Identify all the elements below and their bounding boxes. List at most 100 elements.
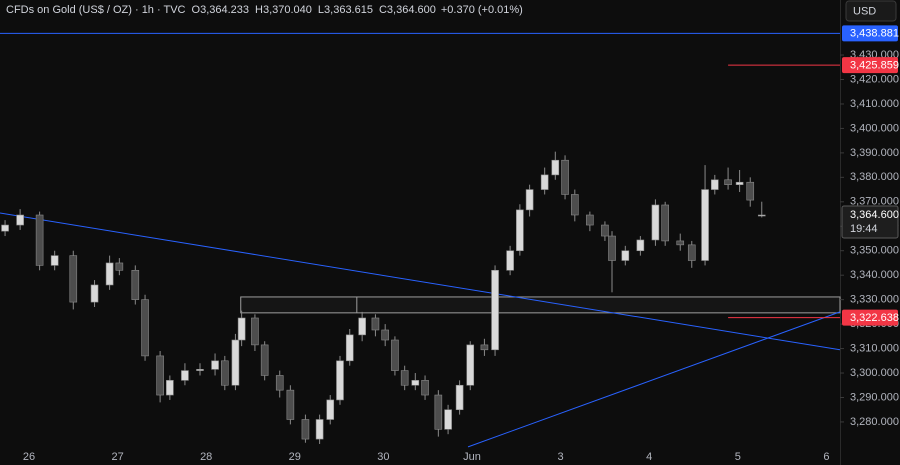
x-tick-label: 6 [823, 451, 829, 463]
candle-body [315, 419, 324, 440]
y-tick-label: 3,310.000 [850, 342, 899, 354]
candle-body [345, 334, 354, 362]
candle-body [661, 204, 669, 242]
symbol: CFDs on Gold (US$ / OZ) · 1h · TVC [6, 4, 186, 16]
candle-body [211, 360, 219, 370]
ohlc-key: C [379, 4, 387, 16]
x-tick-label: 29 [289, 451, 301, 463]
y-tick-label: 3,390.000 [850, 147, 899, 159]
candle-body [181, 370, 189, 381]
candle-body [69, 255, 78, 303]
ohlc-value: 3,364.600 [387, 4, 436, 16]
current-price-badge [841, 205, 899, 239]
trendline [0, 212, 841, 351]
candle-body [480, 344, 489, 351]
candle-body [260, 344, 269, 376]
candle-body [166, 380, 174, 396]
header: CFDs on Gold (US$ / OZ) · 1h · TVC O 3,364… [6, 4, 523, 16]
y-tick-label: 3,410.000 [850, 98, 899, 110]
candle-body [50, 255, 59, 266]
plot-area: 26 27 28 29 30 Jun 3 4 5 6 [0, 32, 841, 463]
candle-body [676, 240, 685, 246]
candle-body [516, 209, 524, 252]
x-tick-label: 28 [200, 451, 212, 463]
candle-body [1, 224, 9, 232]
trendline [467, 311, 841, 448]
candle-body [326, 399, 335, 420]
candle-body [411, 380, 420, 386]
candle-body [746, 181, 755, 201]
candle-body [156, 355, 164, 396]
ohlc-value: 3,370.040 [263, 4, 312, 16]
candle-body [16, 214, 24, 226]
ohlc-value: 3,363.615 [324, 4, 373, 16]
ohlc-key: O [192, 4, 201, 16]
candle-body [724, 179, 732, 185]
price-level-badge [842, 309, 898, 326]
candle-body [651, 204, 660, 241]
candle-body [466, 344, 475, 386]
y-tick-label: 3,370.000 [850, 196, 899, 208]
candle-body [220, 360, 229, 386]
x-tick-label: 4 [646, 451, 652, 463]
candle-body [621, 250, 630, 261]
price-axis: 3,280.000 3,290.000 3,300.000 3,310.000 3,32… [840, 25, 899, 428]
candle-body [251, 317, 259, 346]
candle-body [105, 262, 114, 286]
price-level-label: 3,322.638 [850, 312, 899, 324]
candle-body [687, 244, 696, 261]
candle-body [358, 317, 366, 336]
price-level-badge [842, 25, 898, 42]
candle-body [35, 214, 44, 266]
candle-body [491, 269, 499, 351]
candle-body [455, 384, 464, 411]
candle-body [506, 250, 514, 271]
y-tick-label: 3,290.000 [850, 391, 899, 403]
candle-body [540, 174, 549, 190]
x-tick-label: 30 [377, 451, 389, 463]
candle-body [231, 339, 240, 386]
candle-body [561, 159, 569, 195]
ohlc-key: L [318, 4, 324, 16]
price-level-label: 3,425.859 [850, 60, 899, 72]
candle-body [570, 194, 579, 216]
candle-body [391, 339, 399, 371]
candle-body [371, 317, 380, 331]
change: +0.370 (+0.01%) [441, 4, 523, 16]
candle-body [608, 235, 616, 261]
candle-body [90, 284, 99, 303]
candle-body [336, 360, 344, 401]
candle-body [131, 269, 140, 300]
x-tick-label: 3 [558, 451, 564, 463]
y-tick-label: 3,280.000 [850, 416, 899, 428]
candle-body [601, 224, 609, 237]
candle-body [586, 214, 594, 226]
countdown: 19:44 [850, 223, 878, 235]
price-level-label: 3,438.881 [850, 28, 899, 40]
candle-body [421, 380, 429, 396]
currency-button[interactable] [845, 0, 897, 22]
x-tick-label: Jun [463, 451, 481, 463]
y-tick-label: 3,300.000 [850, 367, 899, 379]
candle-body [434, 394, 443, 430]
candle-body [141, 299, 149, 357]
candle-body [701, 189, 709, 261]
candle-body [237, 317, 246, 341]
candle-body [286, 389, 295, 420]
price-level-badge [842, 57, 898, 74]
candle-body [525, 189, 534, 211]
y-tick-label: 3,400.000 [850, 122, 899, 134]
y-tick-label: 3,330.000 [850, 294, 899, 306]
x-tick-label: 26 [23, 451, 35, 463]
ohlc-key: H [255, 4, 263, 16]
candle-body [400, 370, 409, 386]
currency-label[interactable]: USD [853, 5, 876, 17]
candle-body [301, 419, 310, 440]
candle-body [275, 375, 284, 391]
y-tick-label: 3,350.000 [850, 245, 899, 257]
y-tick-label: 3,420.000 [850, 73, 899, 85]
candle-body [115, 262, 124, 271]
